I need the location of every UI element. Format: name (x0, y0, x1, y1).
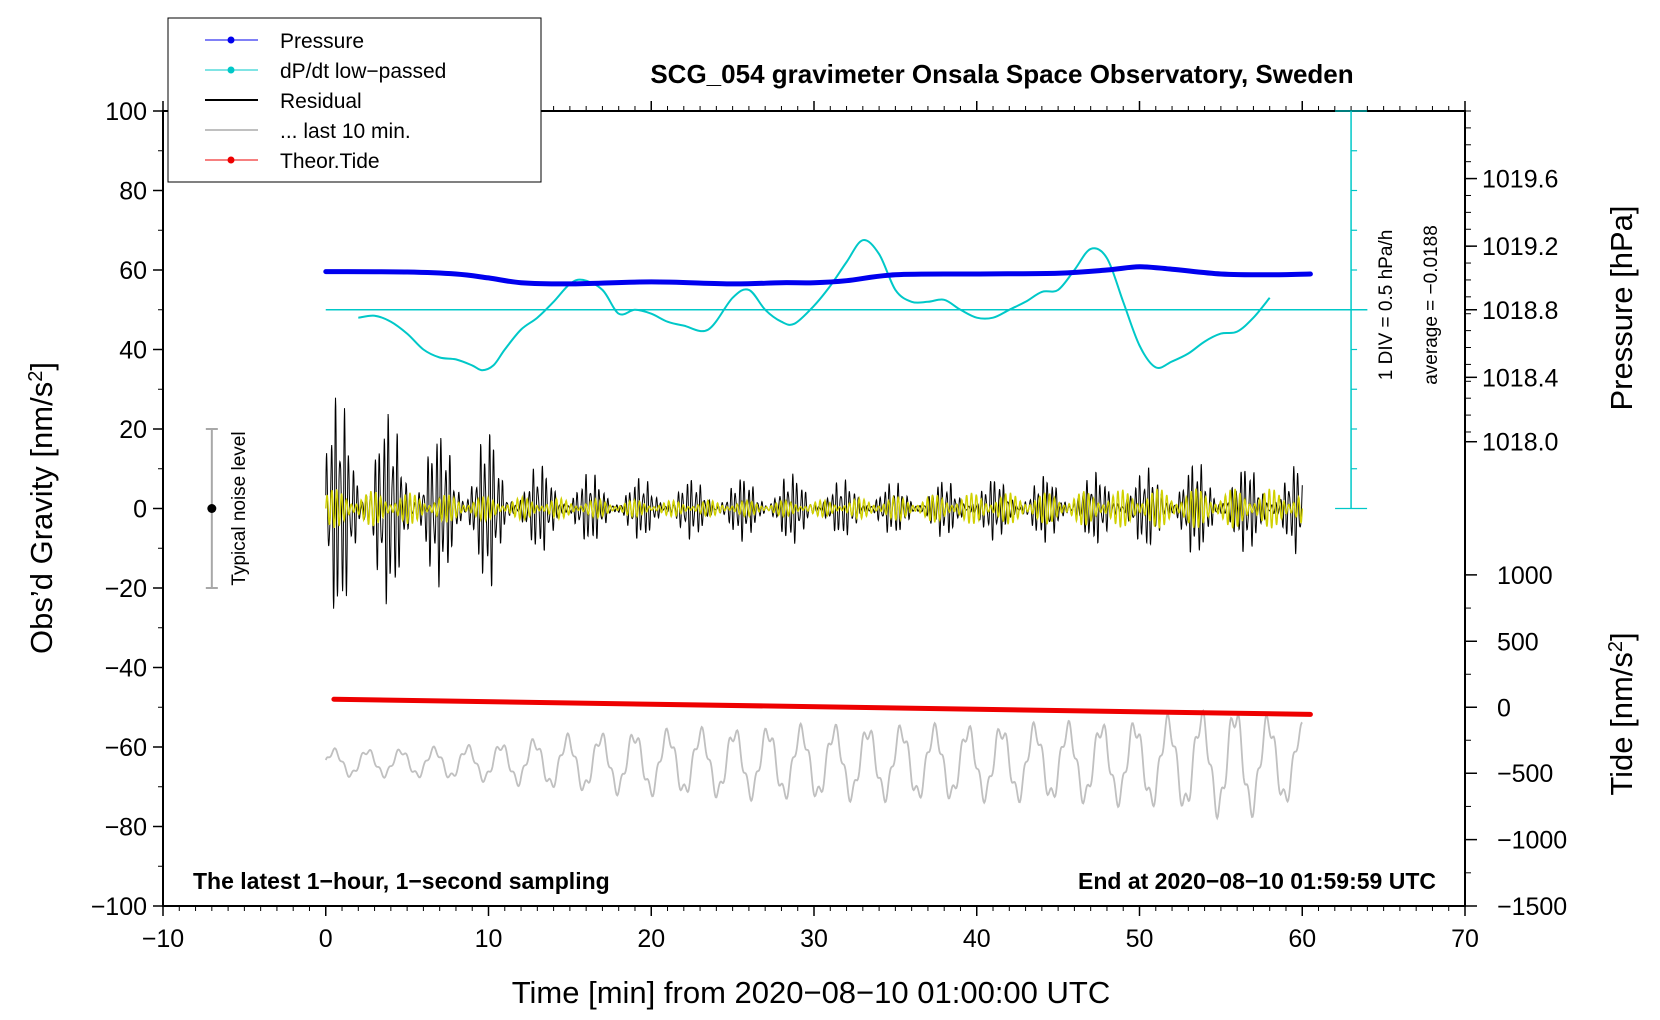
pressure-tick-label: 1019.6 (1482, 166, 1558, 194)
series-theor-tide (331, 696, 1313, 717)
legend: Pressure dP/dt low−passed Residual ... l… (167, 17, 542, 183)
x-tick-label: 10 (475, 925, 503, 953)
y-tick-label: −40 (105, 655, 147, 683)
x-tick-label: 0 (319, 925, 333, 953)
end-time-note: End at 2020−08−10 01:59:59 UTC (1078, 868, 1436, 894)
pressure-tick-label: 1018.4 (1482, 364, 1559, 392)
legend-dpdt-dot (227, 66, 235, 74)
y-tick-label: −60 (105, 734, 147, 762)
average-annotation: average = −0.0188 (1421, 225, 1442, 385)
legend-tide-label: Theor.Tide (280, 150, 380, 173)
pressure-tick-label: 1019.2 (1482, 233, 1558, 261)
pressure-tick-label: 1018.8 (1482, 297, 1558, 325)
legend-residual-label: Residual (280, 90, 362, 113)
tide-tick-label: −1500 (1497, 893, 1567, 921)
y-tick-label: −20 (105, 575, 147, 603)
x-axis-title: Time [min] from 2020−08−10 01:00:00 UTC (512, 975, 1111, 1010)
y-axis-title: Obs’d Gravity [nm/s2] (24, 362, 59, 654)
x-tick-label: 20 (637, 925, 665, 953)
legend-entry-last10: ... last 10 min. (205, 120, 411, 143)
tide-tick-label: −500 (1497, 760, 1553, 788)
legend-tide-dot (227, 156, 235, 164)
y-tick-label: 0 (133, 496, 147, 524)
series-pressure (323, 264, 1313, 287)
noise-marker: Typical noise level (205, 428, 250, 589)
legend-entry-residual: Residual (205, 90, 362, 113)
pressure-tick-label: 1018.0 (1482, 429, 1558, 457)
x-tick-label: 50 (1126, 925, 1154, 953)
y-tick-label: −100 (91, 893, 147, 921)
y-tick-label: −80 (105, 814, 147, 842)
y-tick-label: 80 (119, 178, 147, 206)
tide-axis-title: Tide [nm/s2] (1604, 632, 1639, 795)
tide-tick-label: 500 (1497, 628, 1539, 656)
tide-axis-ticks: 1000 500 0 −500 −1000 −1500 (1465, 562, 1567, 921)
x-tick-label: 40 (963, 925, 991, 953)
x-tick-label: 60 (1288, 925, 1316, 953)
noise-center-dot (207, 504, 217, 513)
tide-tick-label: 1000 (1497, 562, 1553, 590)
y-axis-ticks: 100 80 60 40 20 0 −20 −40 −60 −80 −100 (91, 98, 163, 921)
legend-entry-dpdt: dP/dt low−passed (205, 60, 446, 83)
x-tick-label: 70 (1451, 925, 1479, 953)
tide-tick-label: 0 (1497, 694, 1511, 722)
pressure-axis-ticks: 1019.6 1019.2 1018.8 1018.4 1018.0 (1465, 110, 1559, 457)
y-tick-label: 20 (119, 416, 147, 444)
legend-entry-pressure: Pressure (205, 30, 364, 53)
pressure-axis-title: Pressure [hPa] (1604, 205, 1639, 410)
legend-pressure-dot (227, 36, 235, 44)
series-dpdt-low-passed (358, 239, 1271, 372)
x-tick-label: −10 (142, 925, 184, 953)
legend-entry-tide: Theor.Tide (205, 150, 380, 173)
legend-dpdt-label: dP/dt low−passed (280, 60, 446, 83)
sampling-note: The latest 1−hour, 1−second sampling (193, 868, 610, 894)
series-residual-filtered (325, 488, 1303, 529)
y-tick-label: 100 (105, 98, 147, 126)
chart-title: SCG_054 gravimeter Onsala Space Observat… (650, 59, 1353, 89)
y-tick-label: 60 (119, 257, 147, 285)
tide-tick-label: −1000 (1497, 827, 1567, 855)
legend-pressure-label: Pressure (280, 30, 364, 53)
x-tick-label: 30 (800, 925, 828, 953)
div-annotation: 1 DIV = 0.5 hPa/h (1376, 230, 1397, 381)
legend-last10-label: ... last 10 min. (280, 120, 411, 143)
series-last-10-min (324, 708, 1303, 821)
y-tick-label: 40 (119, 337, 147, 365)
noise-label: Typical noise level (229, 431, 250, 585)
x-axis-ticks: −10 0 10 20 30 40 50 60 70 (142, 101, 1479, 953)
series-layer (323, 239, 1368, 821)
